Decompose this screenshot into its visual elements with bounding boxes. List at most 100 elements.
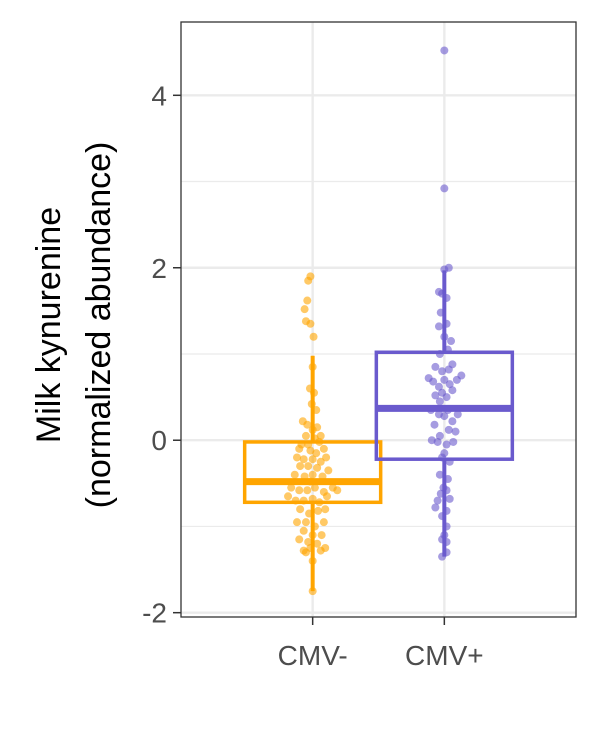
data-point — [317, 531, 326, 540]
data-point — [436, 489, 445, 498]
data-point — [304, 440, 313, 449]
data-point — [440, 46, 449, 55]
grid-layer — [181, 22, 576, 617]
data-point — [312, 449, 321, 458]
data-point — [426, 406, 435, 415]
data-point — [440, 412, 449, 421]
data-point — [453, 410, 462, 419]
data-point — [445, 494, 454, 503]
point-layer — [284, 46, 466, 596]
data-point — [442, 522, 451, 531]
data-point — [295, 486, 304, 495]
y-axis-title-line-2: (normalized abundance) — [80, 142, 118, 509]
data-point — [310, 388, 319, 397]
data-point — [301, 548, 310, 557]
data-point — [310, 522, 319, 531]
data-point — [291, 496, 300, 505]
axis-layer: -2 0 2 4 CMV- CMV+ — [142, 80, 484, 671]
data-point — [300, 305, 309, 314]
data-point — [333, 486, 342, 495]
data-point — [314, 506, 323, 515]
data-point — [442, 486, 451, 495]
data-point — [440, 332, 449, 341]
data-point — [321, 544, 330, 553]
data-point — [449, 437, 458, 446]
data-point — [306, 319, 315, 328]
data-point — [438, 512, 447, 521]
data-point — [442, 537, 451, 546]
data-point — [303, 486, 312, 495]
data-point — [457, 371, 466, 380]
data-point — [308, 587, 317, 596]
data-point — [305, 509, 314, 518]
data-point — [442, 440, 451, 449]
data-point — [435, 431, 444, 440]
data-point — [318, 472, 327, 481]
data-point — [308, 362, 317, 371]
data-point — [315, 498, 324, 507]
data-point — [435, 470, 444, 479]
data-point — [438, 453, 447, 462]
data-point — [299, 496, 308, 505]
data-point — [308, 455, 317, 464]
data-point — [435, 397, 444, 406]
data-point — [295, 535, 304, 544]
data-point — [303, 296, 312, 305]
data-point — [316, 457, 325, 466]
data-point — [313, 423, 322, 432]
box-layer — [242, 270, 515, 592]
data-point — [448, 386, 457, 395]
data-point — [301, 431, 310, 440]
y-tick-label: 0 — [151, 425, 167, 456]
data-point — [445, 457, 454, 466]
data-point — [438, 552, 447, 561]
data-point — [442, 319, 451, 328]
data-point — [443, 406, 452, 415]
data-point — [434, 322, 443, 331]
data-point — [435, 349, 444, 358]
y-tick-label: 2 — [151, 253, 167, 284]
data-point — [438, 367, 447, 376]
data-point — [300, 472, 309, 481]
y-tick-label: -2 — [142, 598, 167, 629]
data-point — [310, 483, 319, 492]
data-point — [296, 462, 305, 471]
data-point — [319, 444, 328, 453]
data-point — [444, 263, 453, 272]
data-point — [429, 377, 438, 386]
data-point — [292, 518, 301, 527]
data-point — [451, 427, 460, 436]
data-point — [299, 526, 308, 535]
data-point — [307, 400, 316, 409]
data-point — [304, 276, 313, 285]
data-point — [442, 293, 451, 302]
data-point — [313, 539, 322, 548]
data-point — [430, 420, 439, 429]
data-point — [434, 382, 443, 391]
data-point — [308, 494, 317, 503]
data-point — [308, 556, 317, 565]
data-point — [444, 365, 453, 374]
data-point — [308, 531, 317, 540]
data-point — [445, 380, 454, 389]
data-point — [440, 375, 449, 384]
data-point — [306, 477, 315, 486]
data-point — [443, 475, 452, 484]
data-point — [284, 492, 293, 501]
data-point — [447, 337, 456, 346]
data-point — [296, 505, 305, 514]
data-point — [304, 537, 313, 546]
x-tick-label: CMV+ — [405, 640, 484, 671]
data-point — [433, 496, 442, 505]
data-point — [292, 453, 301, 462]
data-point — [313, 463, 322, 472]
data-point — [321, 505, 330, 514]
data-point — [448, 417, 457, 426]
data-point — [444, 425, 453, 434]
data-point — [290, 470, 299, 479]
panel-border — [180, 21, 577, 618]
data-point — [308, 470, 317, 479]
data-point — [431, 503, 440, 512]
